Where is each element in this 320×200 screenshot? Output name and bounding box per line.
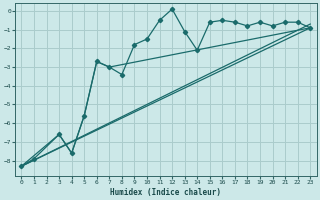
X-axis label: Humidex (Indice chaleur): Humidex (Indice chaleur) — [110, 188, 221, 197]
